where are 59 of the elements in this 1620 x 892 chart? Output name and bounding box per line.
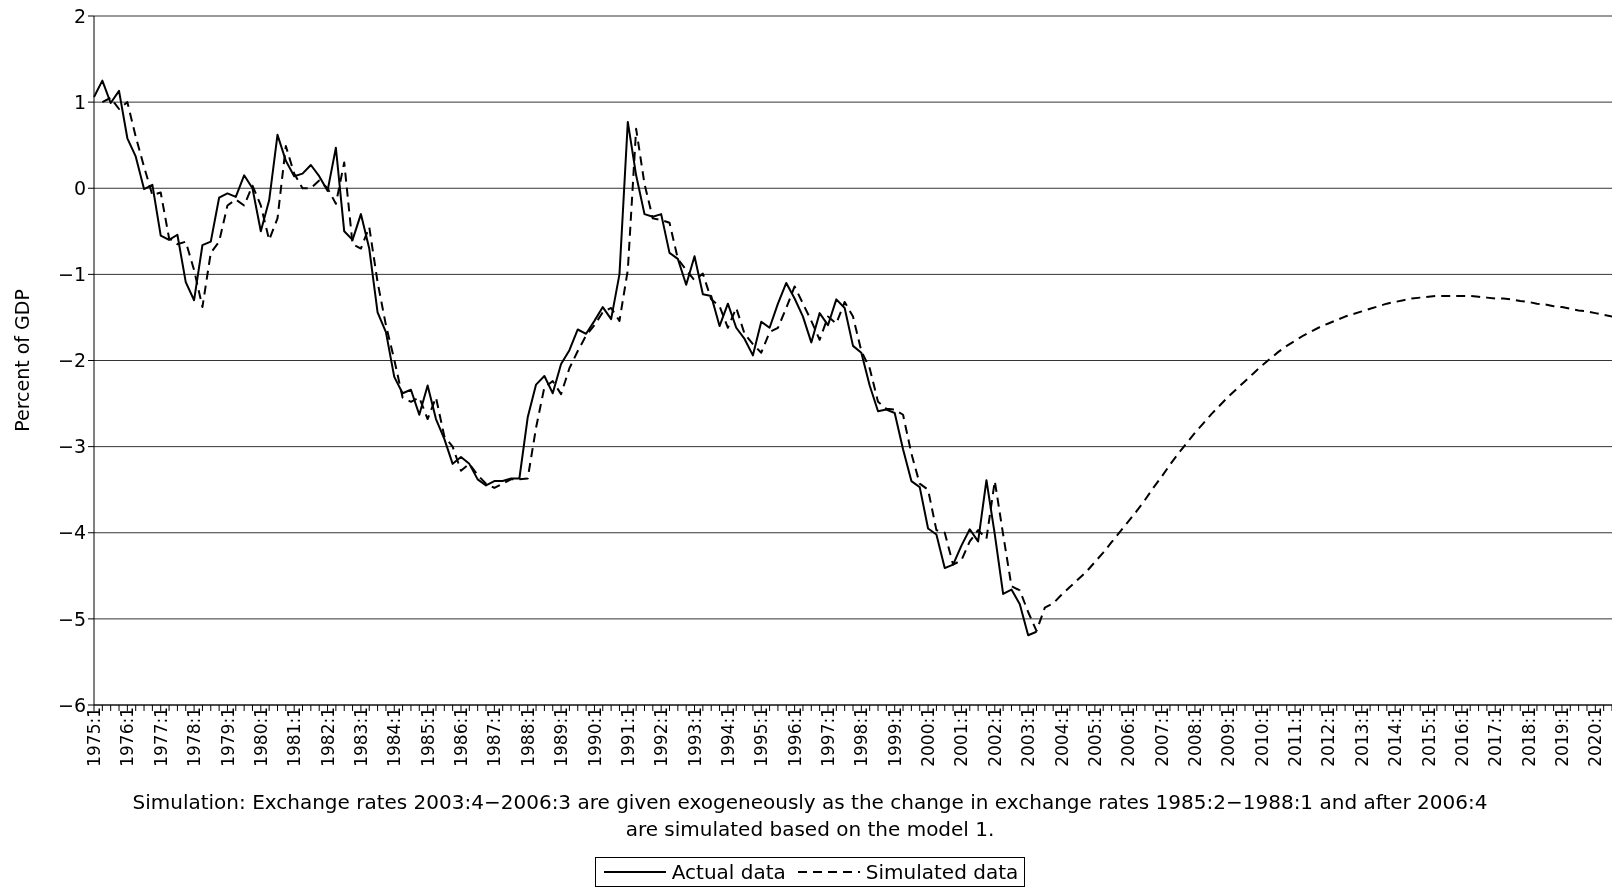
x-tick-label: 1987:1 [484, 707, 505, 767]
y-tick-label: −2 [57, 349, 86, 372]
x-tick-label: 2004:1 [1051, 707, 1072, 767]
x-tick-label: 1985:1 [417, 707, 438, 767]
x-tick-label: 1978:1 [184, 707, 205, 767]
x-tick-label: 2007:1 [1151, 707, 1172, 767]
x-tick-label: 2005:1 [1084, 707, 1105, 767]
x-tick-label: 1976:1 [117, 707, 138, 767]
x-tick-label: 1980:1 [250, 707, 271, 767]
x-tick-label: 1998:1 [851, 707, 872, 767]
x-tick-label: 2008:1 [1185, 707, 1206, 767]
y-tick-label: −4 [57, 521, 86, 544]
y-tick-label: −1 [57, 263, 86, 286]
x-tick-label: 2017:1 [1485, 707, 1506, 767]
x-tick-label: 1993:1 [684, 707, 705, 767]
x-tick-label: 2010:1 [1251, 707, 1272, 767]
x-tick-label: 1989:1 [551, 707, 572, 767]
x-tick-label: 2001:1 [951, 707, 972, 767]
y-tick-label: −3 [57, 435, 86, 458]
x-tick-label: 1994:1 [717, 707, 738, 767]
x-tick-label: 1999:1 [884, 707, 905, 767]
x-tick-label: 1996:1 [784, 707, 805, 767]
y-tick-label: 1 [73, 90, 86, 113]
x-tick-label: 2018:1 [1518, 707, 1539, 767]
x-tick-label: 1991:1 [617, 707, 638, 767]
x-tick-label: 1983:1 [350, 707, 371, 767]
x-tick-label: 1982:1 [317, 707, 338, 767]
x-tick-label: 2013:1 [1351, 707, 1372, 767]
x-tick-label: 1997:1 [818, 707, 839, 767]
x-tick-label: 2011:1 [1285, 707, 1306, 767]
y-axis-title: Percent of GDP [10, 289, 33, 432]
legend-label: Simulated data [865, 860, 1019, 884]
x-tick-label: 1992:1 [651, 707, 672, 767]
x-tick-label: 2002:1 [984, 707, 1005, 767]
x-tick-label: 2003:1 [1018, 707, 1039, 767]
x-tick-label: 2006:1 [1118, 707, 1139, 767]
x-tick-label: 2009:1 [1218, 707, 1239, 767]
x-tick-label: 2014:1 [1385, 707, 1406, 767]
y-tick-label: 0 [73, 176, 86, 199]
x-tick-label: 2012:1 [1318, 707, 1339, 767]
legend-label: Actual data [671, 860, 786, 884]
text: Simulation: Exchange rates 2003:4−2006:3 are given exogeneously as the change in exchange rates 1985:2−1988:1 and after 2006:4 are simulated based on the model 1. [131, 789, 1489, 843]
x-tick-label: 1981:1 [284, 707, 305, 767]
x-tick-label: 1977:1 [150, 707, 171, 767]
x-tick-label: 2019:1 [1552, 707, 1573, 767]
x-tick-label: 1995:1 [751, 707, 772, 767]
x-tick-label: 1979:1 [217, 707, 238, 767]
x-tick-label: 2016:1 [1451, 707, 1472, 767]
y-tick-label: −5 [57, 607, 86, 630]
x-tick-label: 1975:1 [84, 707, 105, 767]
x-tick-label: 1986:1 [451, 707, 472, 767]
x-tick-label: 2000:1 [918, 707, 939, 767]
x-tick-label: 2015:1 [1418, 707, 1439, 767]
y-tick-label: 2 [73, 4, 86, 27]
x-tick-label: 1984:1 [384, 707, 405, 767]
x-tick-label: 1990:1 [584, 707, 605, 767]
x-tick-label: 1988:1 [517, 707, 538, 767]
y-tick-label: −6 [57, 693, 86, 716]
x-tick-label: 2020:1 [1585, 707, 1606, 767]
